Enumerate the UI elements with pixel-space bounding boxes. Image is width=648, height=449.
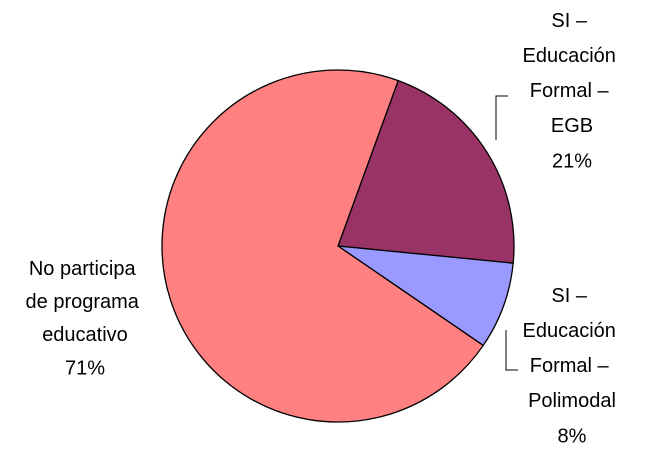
labels: SI – Educación Formal – EGB 21% SI – Educa… [26, 10, 622, 447]
pie-slice [161, 69, 485, 423]
value-label: 21% [552, 150, 592, 172]
slice-label: SI – Educación Formal – EGB [523, 10, 622, 137]
pie [161, 69, 515, 423]
leader-line [505, 330, 518, 371]
leader-line [495, 95, 508, 140]
pie-slice [337, 245, 514, 347]
value-label: 8% [558, 425, 587, 447]
slice-label: No participa de programa educativo [26, 258, 145, 346]
value-label: 71% [65, 357, 105, 379]
slice-label: SI – Educación Formal – Polimodal [523, 285, 622, 412]
